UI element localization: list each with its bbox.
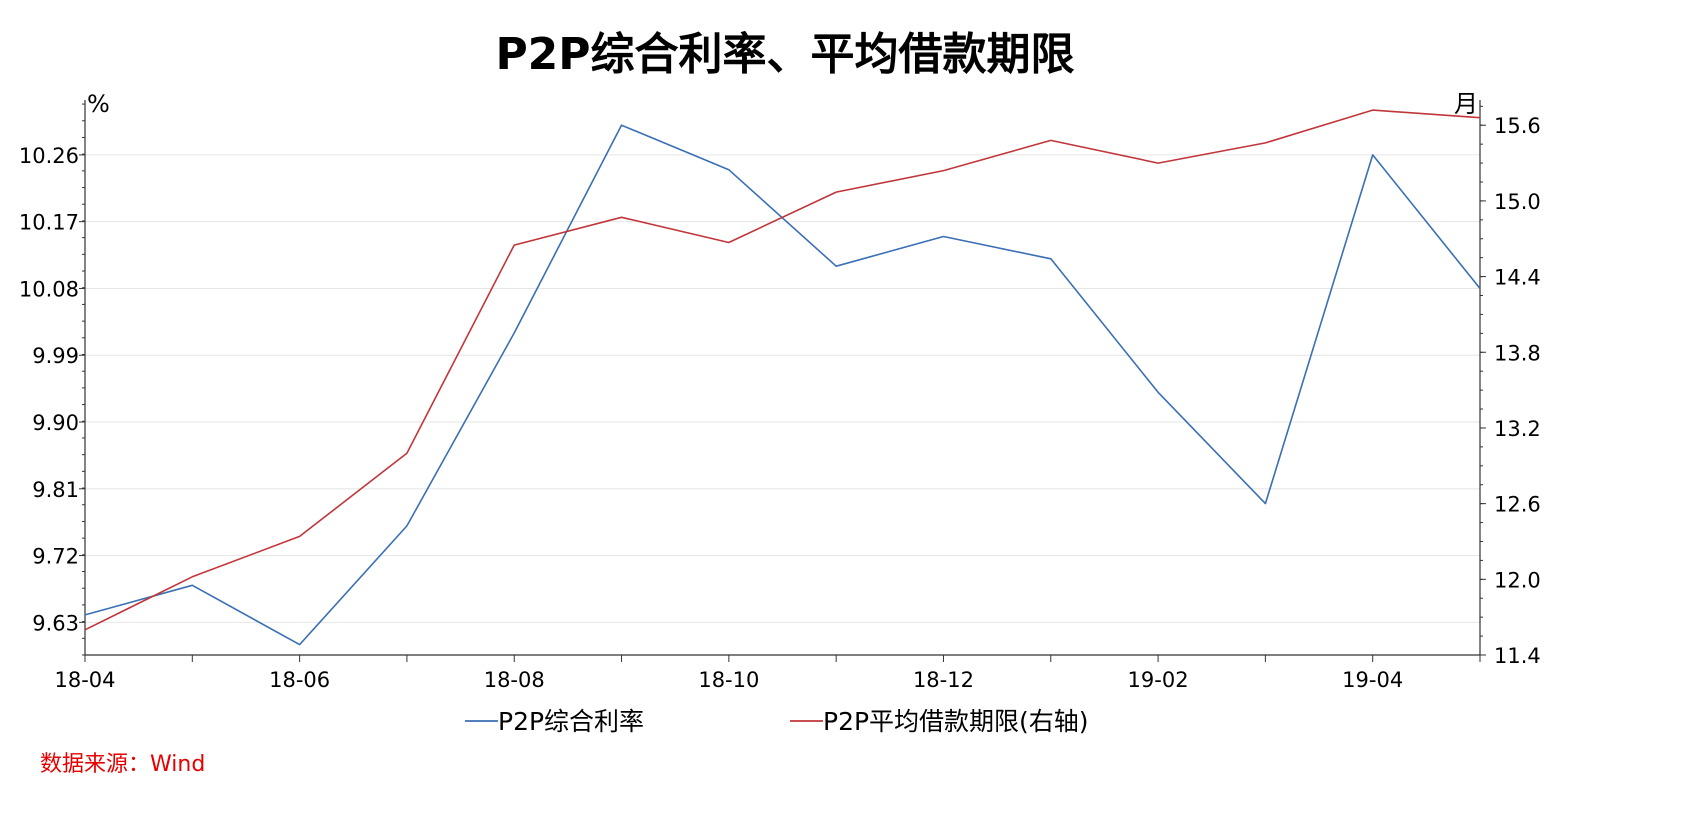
chart-title: P2P综合利率、平均借款期限	[495, 29, 1075, 80]
y-left-tick-label: 9.99	[32, 344, 79, 368]
legend: P2P综合利率 P2P平均借款期限(右轴)	[465, 707, 1089, 736]
data-source-note: 数据来源：Wind	[40, 752, 206, 777]
y-left-tick-label: 9.81	[32, 478, 79, 502]
series-line-1	[84, 124, 1481, 646]
x-tick-label: 19-04	[1342, 668, 1403, 692]
y-left-tick-label: 10.17	[19, 211, 79, 235]
x-tick-label: 18-10	[698, 668, 759, 692]
legend-label-1: P2P综合利率	[498, 707, 644, 736]
y-right-unit: 月	[1454, 90, 1478, 118]
y-right-tick-label: 12.0	[1494, 568, 1541, 592]
axes: 9.63 9.72 9.81 9.90 9.99 10.08 10.17 10.26 11.4 1…	[19, 90, 1541, 692]
series-lines	[84, 109, 1481, 646]
y-left-unit: %	[87, 90, 110, 118]
x-tick-label: 18-06	[269, 668, 330, 692]
x-tick-label: 18-08	[484, 668, 545, 692]
y-right-tick-label: 13.8	[1494, 341, 1541, 365]
y-right-tick-label: 14.4	[1494, 266, 1541, 290]
y-left-tick-label: 9.63	[32, 611, 79, 635]
y-right-tick-label: 15.6	[1494, 114, 1541, 138]
y-left-tick-label: 9.72	[32, 545, 79, 569]
gridlines	[85, 154, 1480, 623]
y-right-tick-label: 11.4	[1494, 644, 1541, 668]
series-line-2	[84, 109, 1481, 631]
y-left-tick-label: 10.26	[19, 144, 79, 168]
x-tick-label: 18-12	[913, 668, 974, 692]
y-right-tick-label: 12.6	[1494, 493, 1541, 517]
x-tick-label: 18-04	[54, 668, 115, 692]
y-left-tick-label: 10.08	[19, 277, 79, 301]
y-left-tick-label: 9.90	[32, 411, 79, 435]
y-right-tick-label: 13.2	[1494, 417, 1541, 441]
legend-label-2: P2P平均借款期限(右轴)	[823, 707, 1089, 736]
y-right-tick-label: 15.0	[1494, 190, 1541, 214]
x-tick-label: 19-02	[1128, 668, 1189, 692]
